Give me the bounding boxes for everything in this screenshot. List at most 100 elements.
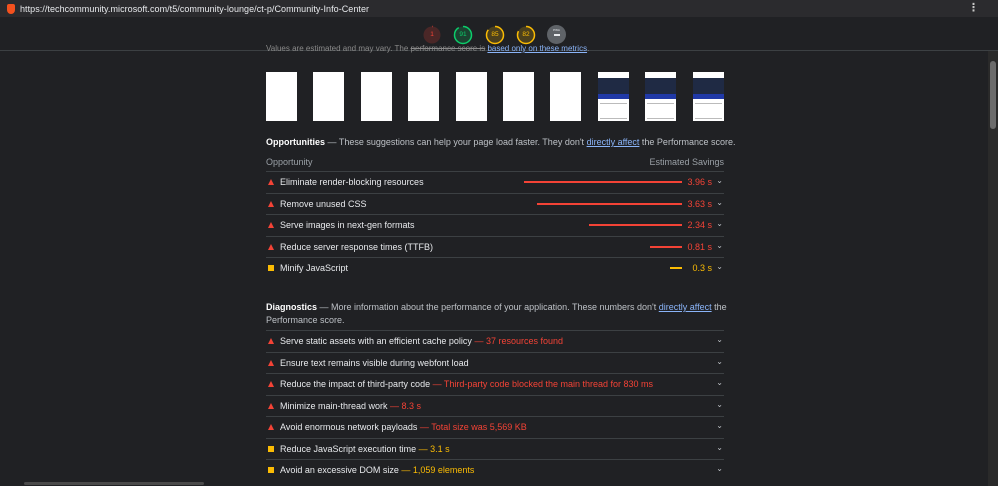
- opportunities-header: Opportunities — These suggestions can he…: [266, 137, 735, 147]
- opportunities-title: Opportunities: [266, 137, 325, 147]
- chevron-down-icon[interactable]: ⌄: [716, 442, 723, 452]
- opportunities-desc: — These suggestions can help your page l…: [325, 137, 587, 147]
- dash-icon: [554, 34, 560, 36]
- col-estimated-savings: Estimated Savings: [649, 157, 724, 167]
- site-favicon-icon: [7, 3, 15, 14]
- opportunities-link[interactable]: directly affect: [586, 137, 640, 147]
- score-gauge[interactable]: 82: [516, 25, 536, 45]
- chevron-down-icon[interactable]: ⌄: [716, 197, 723, 207]
- filmstrip-frame-loaded: [645, 72, 676, 121]
- diagnostic-title: Serve static assets with an efficient ca…: [280, 336, 563, 346]
- opportunity-row[interactable]: Remove unused CSS 3.63 s ⌄: [266, 192, 724, 215]
- savings-bar: [524, 181, 682, 183]
- disclaimer-link[interactable]: based only on these metrics: [487, 44, 588, 53]
- filmstrip-frame: [456, 72, 487, 121]
- diagnostic-title: Avoid enormous network payloads — Total …: [280, 422, 527, 432]
- opportunity-row[interactable]: Reduce server response times (TTFB) 0.81 …: [266, 235, 724, 258]
- diagnostic-row[interactable]: Ensure text remains visible during webfo…: [266, 351, 724, 374]
- score-gauge[interactable]: 91: [453, 25, 473, 45]
- filmstrip-frame-loaded: [693, 72, 724, 121]
- triangle-warning-icon: [268, 179, 274, 185]
- gauge-score: 1: [430, 31, 434, 38]
- vertical-scrollbar[interactable]: [988, 51, 998, 486]
- square-average-icon: [268, 265, 274, 272]
- chevron-down-icon[interactable]: ⌄: [716, 378, 723, 387]
- chevron-down-icon[interactable]: ⌄: [716, 421, 723, 430]
- score-gauges: PWA 1 91 85 82: [0, 17, 998, 51]
- diagnostics-desc: — More information about the performance…: [317, 302, 659, 312]
- estimated-saving: 2.34 s: [687, 220, 712, 231]
- col-opportunity: Opportunity: [266, 157, 313, 167]
- triangle-warning-icon: [268, 243, 274, 250]
- diagnostic-title: Reduce JavaScript execution time — 3.1 s: [280, 443, 450, 454]
- filmstrip-frame: [408, 72, 439, 121]
- diagnostics-title: Diagnostics: [266, 302, 318, 312]
- chevron-down-icon[interactable]: ⌄: [716, 399, 723, 409]
- opportunity-title: Serve images in next-gen formats: [280, 220, 415, 231]
- estimated-saving: 0.81 s: [687, 241, 712, 252]
- diagnostic-title: Ensure text remains visible during webfo…: [280, 357, 469, 368]
- opportunities-desc-after: the Performance score.: [639, 137, 736, 147]
- savings-bar: [670, 267, 682, 270]
- scrollbar-thumb[interactable]: [990, 61, 996, 129]
- gauge-score: 82: [522, 31, 530, 38]
- opportunity-title: Minify JavaScript: [280, 263, 349, 274]
- chevron-down-icon[interactable]: ⌄: [716, 356, 723, 366]
- triangle-warning-icon: [268, 359, 274, 366]
- pwa-label: PWA: [553, 28, 560, 32]
- chevron-down-icon[interactable]: ⌄: [716, 176, 723, 185]
- opportunity-title: Remove unused CSS: [280, 198, 367, 209]
- diagnostic-row[interactable]: Reduce the impact of third-party code — …: [266, 373, 724, 395]
- triangle-warning-icon: [268, 200, 274, 207]
- diagnostic-row[interactable]: Avoid enormous network payloads — Total …: [266, 416, 724, 438]
- gauge-score: 91: [459, 31, 467, 38]
- opportunity-row[interactable]: Minify JavaScript 0.3 s ⌄: [266, 257, 724, 279]
- diagnostic-title: Reduce the impact of third-party code — …: [280, 379, 654, 389]
- horizontal-scrollbar[interactable]: [24, 482, 204, 485]
- disclaimer-after: .: [587, 44, 590, 53]
- diagnostics-link[interactable]: directly affect: [658, 302, 712, 312]
- triangle-warning-icon: [268, 222, 274, 229]
- chevron-down-icon[interactable]: ⌄: [716, 240, 723, 250]
- estimated-saving: 3.63 s: [687, 198, 712, 209]
- diagnostic-detail: — 1,059 elements: [398, 465, 475, 475]
- diagnostic-row[interactable]: Serve static assets with an efficient ca…: [266, 330, 724, 352]
- diagnostics-header: Diagnostics — More information about the…: [266, 302, 727, 312]
- vertical-dots-icon[interactable]: ⋮: [968, 2, 979, 14]
- diagnostic-detail: — 3.1 s: [416, 443, 450, 454]
- diagnostics-desc-line2: Performance score.: [266, 315, 345, 325]
- metrics-disclaimer: Values are estimated and may vary. The p…: [266, 44, 589, 53]
- triangle-warning-icon: [268, 424, 274, 430]
- diagnostic-title: Minimize main-thread work — 8.3 s: [280, 400, 422, 411]
- score-gauge[interactable]: 1: [422, 25, 442, 45]
- estimated-saving: 3.96 s: [687, 177, 712, 187]
- triangle-warning-icon: [268, 381, 274, 387]
- triangle-warning-icon: [268, 338, 274, 344]
- address-bar[interactable]: https://techcommunity.microsoft.com/t5/c…: [0, 0, 998, 18]
- chevron-down-icon[interactable]: ⌄: [716, 219, 723, 229]
- diagnostic-detail: — Third-party code blocked the main thre…: [430, 379, 654, 389]
- savings-bar: [588, 224, 682, 227]
- diagnostic-row[interactable]: Reduce JavaScript execution time — 3.1 s…: [266, 437, 724, 460]
- score-gauge[interactable]: 85: [485, 25, 505, 45]
- opportunity-title: Eliminate render-blocking resources: [280, 177, 424, 187]
- opportunity-row[interactable]: Eliminate render-blocking resources 3.96 …: [266, 171, 724, 193]
- estimated-saving: 0.3 s: [692, 263, 712, 274]
- filmstrip-frame: [313, 72, 344, 121]
- pwa-badge[interactable]: PWA: [547, 25, 566, 44]
- opportunity-row[interactable]: Serve images in next-gen formats 2.34 s ⌄: [266, 214, 724, 236]
- chevron-down-icon[interactable]: ⌄: [716, 464, 723, 473]
- filmstrip-frame: [503, 72, 534, 121]
- filmstrip-frame-loaded: [598, 72, 629, 121]
- disclaimer-strike: performance score is: [410, 44, 486, 53]
- diagnostic-detail: — 8.3 s: [387, 400, 422, 411]
- chevron-down-icon[interactable]: ⌄: [716, 262, 723, 272]
- diagnostic-row[interactable]: Minimize main-thread work — 8.3 s ⌄: [266, 394, 724, 417]
- savings-bar: [537, 202, 682, 205]
- url-text[interactable]: https://techcommunity.microsoft.com/t5/c…: [20, 3, 370, 14]
- filmstrip-frame: [361, 72, 392, 121]
- chevron-down-icon[interactable]: ⌄: [716, 335, 723, 344]
- diagnostic-row[interactable]: Avoid an excessive DOM size — 1,059 elem…: [266, 459, 724, 481]
- diagnostic-title: Avoid an excessive DOM size — 1,059 elem…: [280, 465, 475, 475]
- square-average-icon: [268, 445, 274, 452]
